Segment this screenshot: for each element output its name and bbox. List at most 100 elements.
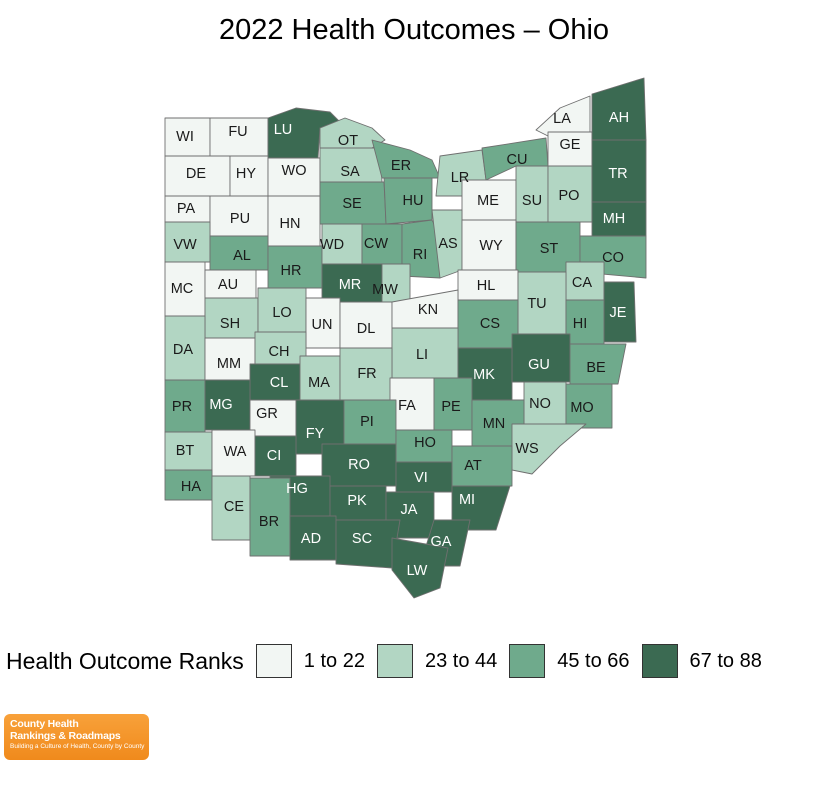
county-label-ca: CA — [572, 275, 592, 291]
county-label-gu: GU — [528, 357, 550, 373]
county-label-no: NO — [529, 396, 551, 412]
county-er — [371, 139, 441, 179]
legend-swatch — [641, 644, 678, 678]
county-label-ot: OT — [338, 133, 358, 149]
county-label-be: BE — [586, 360, 606, 376]
county-label-ce: CE — [224, 499, 244, 515]
county-ah — [591, 77, 647, 141]
county-label-fa: FA — [398, 398, 416, 414]
county-label-pi: PI — [360, 414, 374, 430]
logo-line-2: Rankings & Roadmaps — [10, 730, 121, 742]
legend-title: Health Outcome Ranks — [6, 647, 244, 674]
county-label-su: SU — [522, 193, 542, 209]
county-label-cs: CS — [480, 316, 500, 332]
county-label-pu: PU — [230, 211, 250, 227]
county-label-je: JE — [610, 305, 627, 321]
county-label-mh: MH — [603, 211, 626, 227]
county-label-cw: CW — [364, 236, 388, 252]
county-label-wd: WD — [320, 237, 344, 253]
legend-item-1-to-22: 1 to 22 — [255, 644, 365, 678]
legend-item-67-to-88: 67 to 88 — [641, 644, 762, 678]
county-label-fu: FU — [228, 124, 247, 140]
county-at — [451, 445, 513, 487]
county-label-la: LA — [553, 111, 571, 127]
county-label-me: ME — [477, 193, 499, 209]
county-label-wi: WI — [176, 129, 194, 145]
county-label-mm: MM — [217, 356, 241, 372]
county-label-mn: MN — [483, 416, 506, 432]
county-mi — [451, 485, 511, 531]
county-label-gr: GR — [256, 406, 278, 422]
county-label-hu: HU — [403, 193, 424, 209]
county-label-de: DE — [186, 166, 206, 182]
county-label-wy: WY — [479, 238, 503, 254]
county-label-mr: MR — [339, 277, 362, 293]
county-label-mo: MO — [570, 400, 593, 416]
legend-swatch — [509, 644, 546, 678]
county-mo — [565, 383, 613, 429]
county-la — [535, 95, 591, 137]
county-label-po: PO — [559, 188, 580, 204]
legend-swatch — [255, 644, 292, 678]
county-label-fy: FY — [306, 426, 325, 442]
legend: Health Outcome Ranks 1 to 22 23 to 44 45… — [6, 638, 774, 684]
legend-label: 67 to 88 — [689, 649, 762, 672]
county-label-tu: TU — [527, 296, 546, 312]
ohio-county-map: WI FU LU OT DE HY WO SA ER LR CU LA GE AH PA PU HN SE HU ME… — [164, 77, 647, 599]
county-label-ws: WS — [515, 441, 538, 457]
county-label-un: UN — [312, 317, 333, 333]
county-label-ah: AH — [609, 110, 629, 126]
county-label-co: CO — [602, 250, 624, 266]
county-label-lr: LR — [451, 170, 470, 186]
county-label-er: ER — [391, 158, 411, 174]
county-label-lo: LO — [272, 305, 291, 321]
county-label-ro: RO — [348, 457, 370, 473]
county-label-ha: HA — [181, 479, 201, 495]
county-label-hn: HN — [280, 216, 301, 232]
county-label-tr: TR — [608, 166, 627, 182]
county-label-mk: MK — [473, 367, 495, 383]
county-label-sh: SH — [220, 316, 240, 332]
legend-label: 45 to 66 — [557, 649, 630, 672]
legend-swatch — [376, 644, 413, 678]
legend-item-45-to-66: 45 to 66 — [509, 644, 630, 678]
county-label-ga: GA — [431, 534, 452, 550]
county-label-ad: AD — [301, 531, 321, 547]
county-label-ho: HO — [414, 435, 436, 451]
county-label-hg: HG — [286, 481, 308, 497]
county-label-br: BR — [259, 514, 279, 530]
county-label-mw: MW — [372, 282, 398, 298]
county-label-at: AT — [464, 458, 482, 474]
county-label-da: DA — [173, 342, 193, 358]
county-label-se: SE — [342, 196, 362, 212]
logo-tagline: Building a Culture of Health, County by … — [10, 743, 145, 750]
county-label-mi: MI — [459, 492, 475, 508]
county-label-fr: FR — [357, 366, 376, 382]
county-label-li: LI — [416, 347, 428, 363]
county-label-mg: MG — [209, 397, 232, 413]
county-label-pa: PA — [177, 201, 196, 217]
county-label-vi: VI — [414, 470, 428, 486]
county-label-as: AS — [438, 236, 457, 252]
county-label-cl: CL — [270, 375, 289, 391]
county-label-lu: LU — [274, 122, 293, 138]
county-label-wa: WA — [224, 444, 247, 460]
county-label-lw: LW — [407, 563, 428, 579]
county-lw — [391, 537, 449, 599]
county-label-pk: PK — [347, 493, 367, 509]
legend-label: 23 to 44 — [424, 649, 498, 672]
county-label-kn: KN — [418, 302, 438, 318]
county-be — [569, 343, 627, 385]
county-label-bt: BT — [176, 443, 195, 459]
county-label-ci: CI — [267, 448, 282, 464]
county-label-st: ST — [540, 241, 559, 257]
county-label-pe: PE — [441, 399, 461, 415]
county-label-pr: PR — [172, 399, 192, 415]
county-label-al: AL — [233, 248, 251, 264]
logo-line-1: County Health — [10, 718, 79, 730]
county-label-hi: HI — [573, 316, 588, 332]
legend-item-23-to-44: 23 to 44 — [376, 644, 498, 678]
county-label-ma: MA — [308, 375, 330, 391]
county-label-dl: DL — [357, 321, 376, 337]
